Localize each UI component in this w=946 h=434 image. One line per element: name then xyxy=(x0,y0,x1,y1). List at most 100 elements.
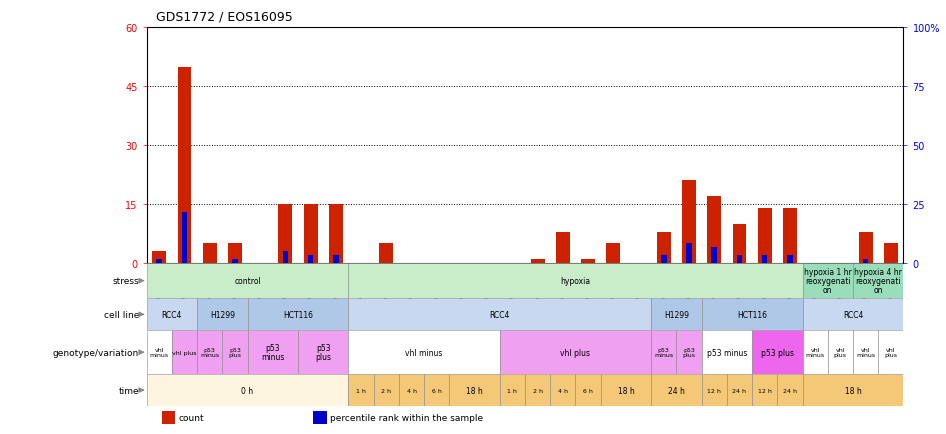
Text: 4 h: 4 h xyxy=(558,388,568,393)
Text: 4 h: 4 h xyxy=(407,388,416,393)
Bar xyxy=(329,204,342,263)
Text: p53
minus: p53 minus xyxy=(261,343,285,362)
Text: vhl
minus: vhl minus xyxy=(856,347,875,357)
Bar xyxy=(283,252,289,263)
Bar xyxy=(661,256,667,263)
Bar xyxy=(551,374,575,406)
Bar xyxy=(737,256,743,263)
Bar xyxy=(531,260,545,263)
Bar xyxy=(884,244,898,263)
Bar xyxy=(651,299,702,331)
Bar xyxy=(313,411,326,424)
Text: 18 h: 18 h xyxy=(466,386,483,395)
Bar xyxy=(859,232,872,263)
Text: p53 plus: p53 plus xyxy=(761,348,794,357)
Text: p53 minus: p53 minus xyxy=(707,348,747,357)
Text: GDS1772 / EOS16095: GDS1772 / EOS16095 xyxy=(156,11,293,24)
Bar xyxy=(762,256,767,263)
Bar xyxy=(651,331,676,374)
Text: vhl plus: vhl plus xyxy=(560,348,590,357)
Bar xyxy=(172,331,197,374)
Bar xyxy=(152,252,166,263)
Bar xyxy=(333,256,339,263)
Text: cell line: cell line xyxy=(104,310,139,319)
Bar xyxy=(399,374,424,406)
Bar xyxy=(752,331,802,374)
Text: 1 h: 1 h xyxy=(356,388,366,393)
Bar xyxy=(676,331,702,374)
Text: H1299: H1299 xyxy=(664,310,689,319)
Text: RCC4: RCC4 xyxy=(843,310,863,319)
Bar xyxy=(202,244,217,263)
Text: p53
plus: p53 plus xyxy=(315,343,331,362)
Bar xyxy=(686,244,692,263)
Text: p53
plus: p53 plus xyxy=(682,347,695,357)
Bar xyxy=(379,244,394,263)
Bar xyxy=(657,232,671,263)
Bar xyxy=(278,204,292,263)
Bar xyxy=(682,181,696,263)
Text: vhl
plus: vhl plus xyxy=(885,347,898,357)
Bar xyxy=(197,299,248,331)
Bar xyxy=(727,374,752,406)
Text: RCC4: RCC4 xyxy=(490,310,510,319)
Bar xyxy=(863,260,868,263)
Text: hypoxia: hypoxia xyxy=(560,276,590,286)
Bar xyxy=(752,374,778,406)
Bar xyxy=(348,263,802,299)
Text: genotype/variation: genotype/variation xyxy=(53,348,139,357)
Bar xyxy=(802,374,903,406)
Bar xyxy=(348,374,374,406)
Text: 2 h: 2 h xyxy=(381,388,392,393)
Bar xyxy=(711,248,717,263)
Text: p53
plus: p53 plus xyxy=(228,347,241,357)
Bar xyxy=(601,374,651,406)
Bar xyxy=(424,374,449,406)
Bar xyxy=(147,331,172,374)
Bar xyxy=(248,331,298,374)
Text: 0 h: 0 h xyxy=(241,386,254,395)
Bar xyxy=(758,208,772,263)
Bar xyxy=(162,411,175,424)
Bar xyxy=(156,260,162,263)
Bar xyxy=(499,331,651,374)
Bar xyxy=(853,331,878,374)
Bar xyxy=(232,260,237,263)
Bar xyxy=(374,374,399,406)
Bar xyxy=(787,256,793,263)
Text: vhl plus: vhl plus xyxy=(172,350,197,355)
Bar xyxy=(304,204,318,263)
Text: RCC4: RCC4 xyxy=(162,310,182,319)
Bar xyxy=(248,299,348,331)
Bar xyxy=(525,374,551,406)
Bar xyxy=(147,374,348,406)
Bar xyxy=(499,374,525,406)
Text: 24 h: 24 h xyxy=(668,386,685,395)
Bar xyxy=(802,263,853,299)
Bar xyxy=(178,67,191,263)
Bar xyxy=(783,208,797,263)
Bar xyxy=(853,263,903,299)
Text: 18 h: 18 h xyxy=(845,386,862,395)
Bar xyxy=(197,331,222,374)
Text: p53
minus: p53 minus xyxy=(655,347,674,357)
Text: 12 h: 12 h xyxy=(758,388,772,393)
Bar xyxy=(222,331,248,374)
Bar xyxy=(182,212,187,263)
Text: stress: stress xyxy=(113,276,139,286)
Text: 24 h: 24 h xyxy=(732,388,746,393)
Bar xyxy=(828,331,853,374)
Bar xyxy=(298,331,348,374)
Bar xyxy=(147,263,348,299)
Text: HCT116: HCT116 xyxy=(283,310,313,319)
Bar xyxy=(778,374,802,406)
Text: vhl
minus: vhl minus xyxy=(806,347,825,357)
Text: 6 h: 6 h xyxy=(431,388,442,393)
Bar xyxy=(575,374,601,406)
Text: 18 h: 18 h xyxy=(618,386,635,395)
Text: percentile rank within the sample: percentile rank within the sample xyxy=(330,413,482,422)
Bar xyxy=(702,331,752,374)
Bar xyxy=(449,374,499,406)
Text: p53
minus: p53 minus xyxy=(201,347,219,357)
Text: H1299: H1299 xyxy=(210,310,235,319)
